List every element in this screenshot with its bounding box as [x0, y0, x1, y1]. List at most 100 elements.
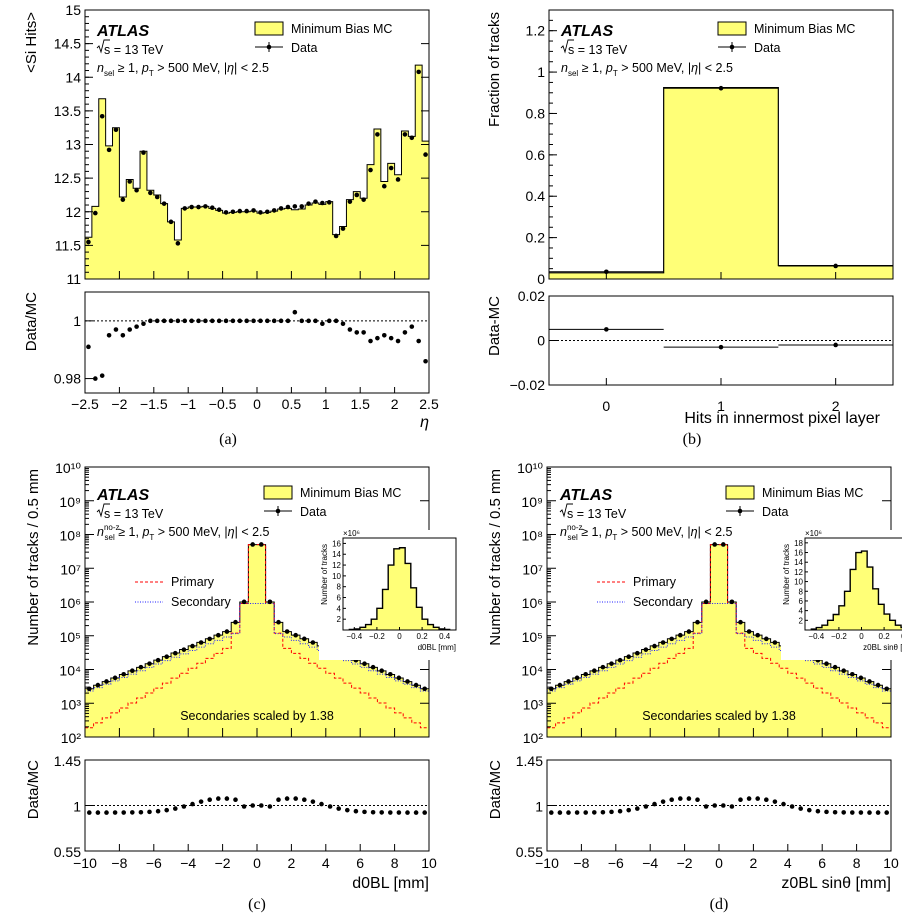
data-point: [729, 599, 735, 605]
y-tick-label: 10⁶: [522, 595, 543, 611]
ratio-point: [413, 810, 419, 815]
y-tick-label: 10⁷: [522, 561, 543, 577]
sqrt-symbol: [559, 503, 573, 518]
ratio-point: [789, 804, 795, 809]
y-tick-label: 13: [65, 137, 81, 153]
data-point: [154, 194, 160, 200]
data-point: [416, 69, 421, 75]
data-point: [824, 661, 829, 667]
panel-label: (b): [683, 431, 702, 448]
legend-data-marker: [737, 508, 743, 514]
ratio-point: [375, 335, 380, 341]
ratio-point: [600, 809, 606, 815]
energy-label: s = 13 TeV: [104, 507, 164, 521]
y-tick-label: 10³: [61, 696, 82, 712]
ratio-point: [566, 810, 571, 815]
x-tick-label: −8: [111, 855, 127, 871]
ratio-plot-frame: [84, 291, 430, 394]
data-point: [196, 204, 201, 210]
data-point: [422, 686, 428, 692]
ratio-point: [216, 796, 221, 801]
data-point: [224, 629, 230, 634]
mc-histogram-fill: [547, 544, 891, 737]
data-point: [850, 671, 855, 677]
data-point: [320, 200, 325, 206]
data-point: [106, 147, 112, 153]
y-tick-label: 10⁶: [60, 595, 81, 611]
ratio-point: [738, 797, 743, 802]
data-point: [604, 269, 609, 275]
data-point: [181, 647, 187, 652]
data-point: [310, 640, 316, 645]
ratio-point: [250, 803, 255, 808]
ratio-point: [278, 318, 284, 324]
ratio-point: [368, 338, 373, 344]
x-tick-label: 0.5: [282, 396, 302, 412]
legend-data-marker: [729, 44, 735, 50]
ratio-point: [361, 330, 366, 335]
ratio-point: [313, 318, 318, 324]
y-tick-label: 10⁴: [521, 663, 543, 679]
y-tick-label: 0.8: [526, 105, 546, 121]
x-tick-label: 2.5: [419, 396, 439, 412]
ratio-y-tick-label: 0.55: [516, 844, 543, 860]
ratio-point: [207, 797, 212, 802]
ratio-point: [381, 332, 387, 338]
atlas-label: ATLAS: [560, 23, 613, 40]
y-tick-label: 0.6: [526, 147, 546, 163]
ratio-y-tick-label: 1: [535, 799, 543, 815]
energy-label: s = 13 TeV: [567, 507, 627, 521]
x-tick-label: 0: [602, 398, 610, 414]
inset-x-tick-label: −0.4: [808, 632, 824, 641]
data-point: [686, 629, 692, 634]
legend-data-marker: [266, 44, 272, 50]
ratio-point: [112, 810, 118, 815]
data-point: [190, 643, 195, 649]
legend-mc-swatch: [263, 485, 293, 500]
legend-mc-label: Minimum Bias MC: [300, 486, 401, 500]
sqrt-symbol: [96, 39, 110, 54]
inset-x-tick-label: −0.2: [369, 632, 385, 641]
x-tick-label: 1: [322, 396, 330, 412]
ratio-point: [574, 810, 580, 815]
inset-background: [781, 530, 902, 660]
ratio-y-tick-label: 1: [73, 799, 81, 815]
ratio-point: [336, 806, 342, 811]
data-point: [413, 682, 419, 688]
data-point: [678, 632, 683, 638]
data-point: [216, 632, 221, 638]
y-tick-label: 1.2: [526, 23, 546, 39]
x-tick-label: 8: [391, 855, 399, 871]
data-point: [746, 629, 752, 634]
x-tick-label: 0: [715, 855, 723, 871]
y-tick-label: 10⁹: [59, 494, 81, 510]
data-point: [660, 640, 666, 645]
ratio-point: [353, 808, 359, 814]
ratio-point: [196, 318, 201, 324]
ratio-point: [230, 318, 236, 324]
inset-y-tick-label: 6: [799, 597, 804, 606]
x-tick-label: −6: [608, 855, 624, 871]
inset-x-tick-label: −0.2: [831, 632, 847, 641]
ratio-point: [416, 338, 421, 344]
ratio-point: [850, 810, 855, 815]
x-tick-label: −1.5: [140, 396, 168, 412]
x-tick-label: 8: [853, 855, 861, 871]
ratio-y-tick-label: 0.02: [518, 288, 545, 304]
ratio-point: [104, 810, 109, 815]
inset-y-tick-label: 14: [794, 558, 803, 567]
ratio-y-tick-label: 0.98: [54, 371, 81, 387]
data-point: [884, 686, 889, 692]
ratio-point: [402, 330, 408, 335]
data-point: [833, 263, 838, 269]
ratio-point: [395, 338, 401, 344]
legend-mc-label: Minimum Bias MC: [762, 486, 863, 500]
mc-histogram-fill: [85, 544, 429, 737]
selection-label: nno-z sel ≥ 1, pT > 500 MeV, |η| < 2.5: [560, 523, 733, 542]
data-point: [405, 679, 410, 684]
inset-y-tick-label: 8: [337, 583, 342, 592]
y-tick-label: 12.5: [54, 170, 81, 186]
ratio-point: [617, 808, 623, 814]
ratio-point: [867, 810, 872, 815]
data-point: [241, 599, 247, 605]
